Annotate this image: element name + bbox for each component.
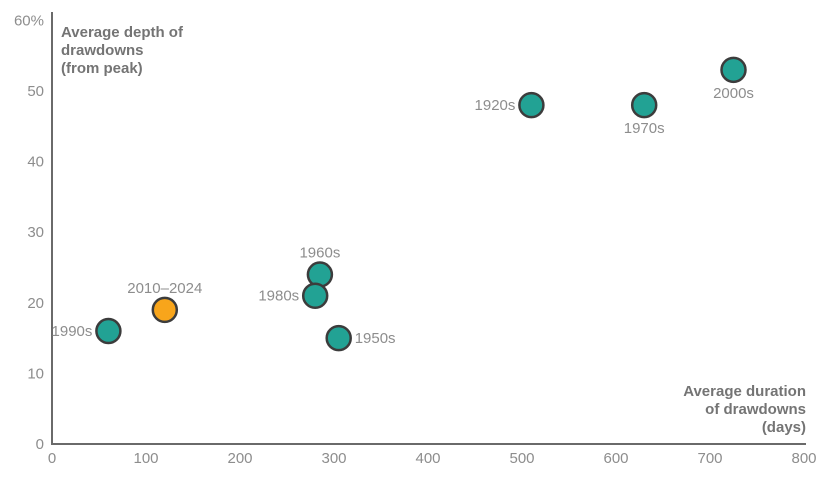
- point-label: 1980s: [258, 288, 299, 305]
- point-label: 1920s: [475, 97, 516, 114]
- x-tick-label: 300: [321, 450, 346, 467]
- x-axis-title-line: Average duration: [683, 383, 806, 400]
- x-tick-label: 100: [133, 450, 158, 467]
- data-point: [151, 296, 179, 324]
- x-tick-label: 400: [415, 450, 440, 467]
- y-tick-label: 50: [27, 83, 44, 100]
- x-axis-title: Average duration of drawdowns (days): [683, 383, 806, 437]
- x-tick-label: 800: [791, 450, 816, 467]
- y-tick-label: 10: [27, 365, 44, 382]
- x-tick-label: 500: [509, 450, 534, 467]
- point-label: 2000s: [713, 85, 754, 102]
- y-axis-title-line: (from peak): [61, 60, 143, 77]
- point-label: 1960s: [299, 245, 340, 262]
- x-tick-label: 700: [697, 450, 722, 467]
- point-label: 2010–2024: [127, 280, 202, 297]
- y-axis-title-line: Average depth of: [61, 24, 183, 41]
- point-label: 1950s: [355, 330, 396, 347]
- data-point: [518, 91, 545, 119]
- x-axis-title-line: of drawdowns: [705, 401, 806, 418]
- data-point: [95, 317, 122, 345]
- x-tick-label: 600: [603, 450, 628, 467]
- data-point: [325, 324, 352, 352]
- y-tick-label: 30: [27, 224, 44, 241]
- x-tick-label: 200: [227, 450, 252, 467]
- data-point: [630, 91, 658, 119]
- y-tick-label: 0: [36, 436, 44, 453]
- y-tick-label: 40: [27, 154, 44, 171]
- data-point: [720, 56, 747, 84]
- y-tick-label: 20: [27, 295, 44, 312]
- y-tick-label: 60%: [14, 12, 44, 29]
- point-label: 1990s: [52, 323, 93, 340]
- data-point: [306, 261, 334, 288]
- y-axis-title-line: drawdowns: [61, 42, 144, 59]
- x-axis-title-line: (days): [761, 419, 806, 436]
- x-tick-label: 0: [48, 450, 56, 467]
- point-label: 1970s: [624, 120, 665, 137]
- y-axis-title: Average depth of drawdowns (from peak): [61, 24, 183, 78]
- data-point: [301, 282, 329, 309]
